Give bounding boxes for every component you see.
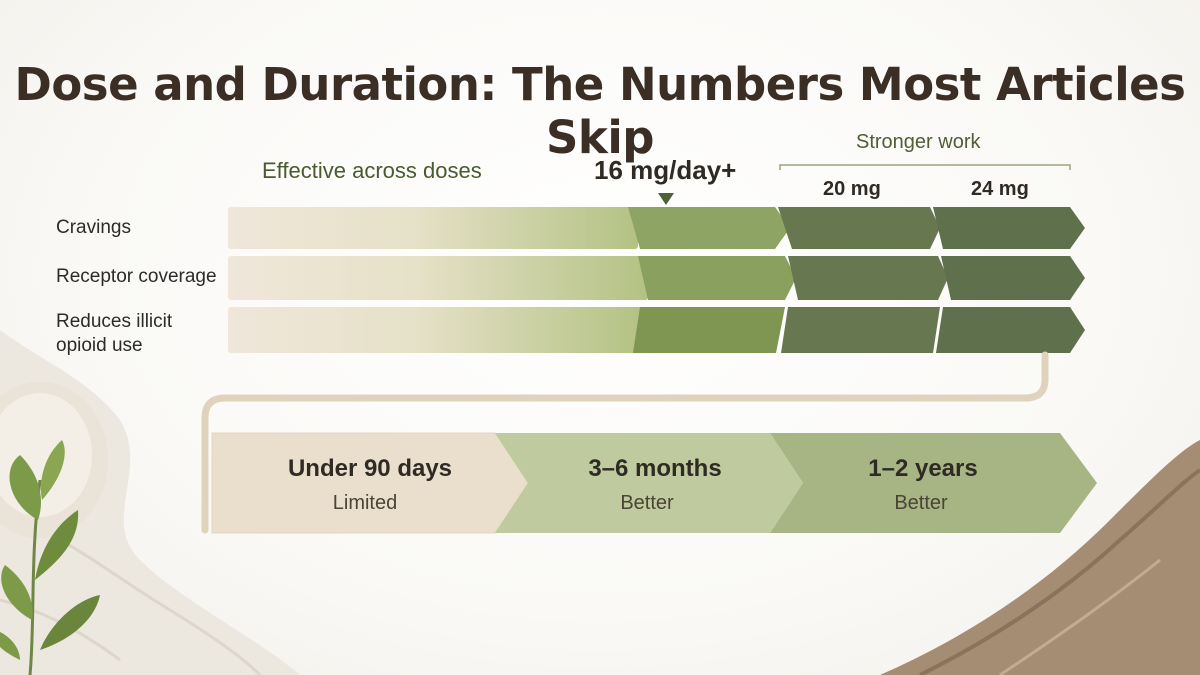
stage-title-2: 3–6 months (588, 455, 722, 482)
connector-line (201, 351, 1049, 534)
dose-24-label: 24 mg (971, 178, 1029, 200)
stage-title-1: Under 90 days (287, 455, 453, 482)
row-label-receptor: Receptor coverage (56, 266, 217, 287)
stage-sub-2: Better (620, 492, 674, 514)
row-label-illicit: Reduces illicit opioid use (56, 311, 173, 356)
dose-20-label: 20 mg (823, 178, 881, 200)
dose-marker-label: 16 mg/day+ (594, 155, 737, 185)
plant-decor (0, 440, 100, 675)
driftwood-decor (880, 440, 1200, 675)
page-title: Dose and Duration: The Numbers Most Arti… (14, 58, 1186, 164)
row-bar-illicit (228, 307, 1085, 353)
row-bar-cravings (228, 207, 1085, 249)
stronger-work-bracket (779, 164, 1071, 170)
effective-label: Effective across doses (262, 158, 482, 183)
stage-title-3: 1–2 years (868, 455, 978, 482)
stage-sub-1: Limited (332, 492, 398, 514)
row-label-cravings: Cravings (56, 217, 131, 238)
stronger-work-label: Stronger work (856, 131, 981, 153)
row-bar-receptor (228, 256, 1085, 300)
dose-marker-triangle (658, 193, 674, 205)
stage-sub-3: Better (894, 492, 948, 514)
stage-bar (211, 432, 1097, 534)
